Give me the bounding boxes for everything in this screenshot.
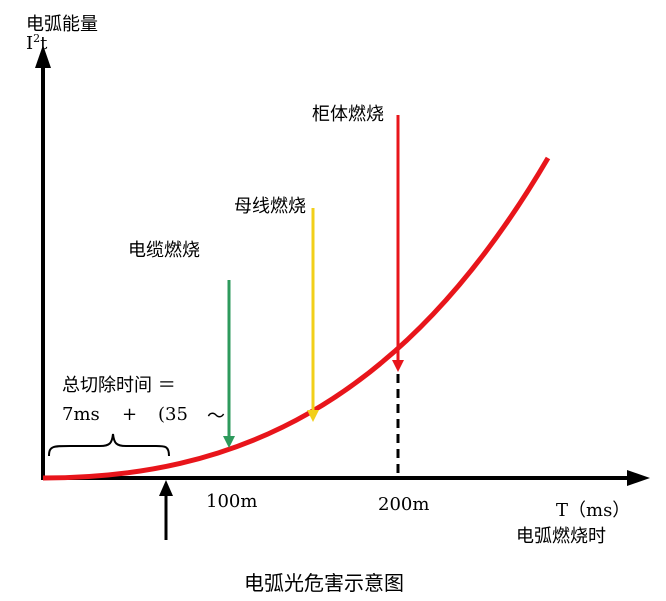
- busbar-burning-label: 母线燃烧: [234, 196, 306, 217]
- total-time-7ms: 7ms: [62, 404, 100, 425]
- total-time-plus: +: [122, 404, 138, 425]
- total-time-35: (35: [158, 404, 188, 425]
- figure-caption: 电弧光危害示意图: [244, 571, 404, 595]
- time-marker-arrowhead: [159, 480, 173, 496]
- time-brace: [48, 433, 170, 457]
- x-axis-arrowhead: [627, 470, 650, 486]
- cabinet-burning-arrowhead: [392, 360, 404, 372]
- cable-burning-arrowhead: [223, 436, 235, 448]
- total-time-tilde: ～: [207, 406, 225, 427]
- y-axis-arrowhead: [35, 45, 51, 68]
- total-clear-time-label: 总切除时间 ＝: [62, 375, 176, 396]
- tick-label-100m: 100m: [206, 491, 258, 512]
- x-axis-title: 电弧燃烧时: [516, 526, 606, 547]
- tick-label-200m: 200m: [378, 494, 430, 515]
- cabinet-burning-label: 柜体燃烧: [312, 104, 384, 125]
- busbar-burning-arrowhead: [307, 410, 319, 422]
- y-axis-unit: I2t: [26, 32, 48, 54]
- cable-burning-label: 电缆燃烧: [128, 240, 200, 261]
- y-axis-title: 电弧能量: [26, 14, 98, 35]
- x-axis-unit: T（ms）: [556, 500, 631, 521]
